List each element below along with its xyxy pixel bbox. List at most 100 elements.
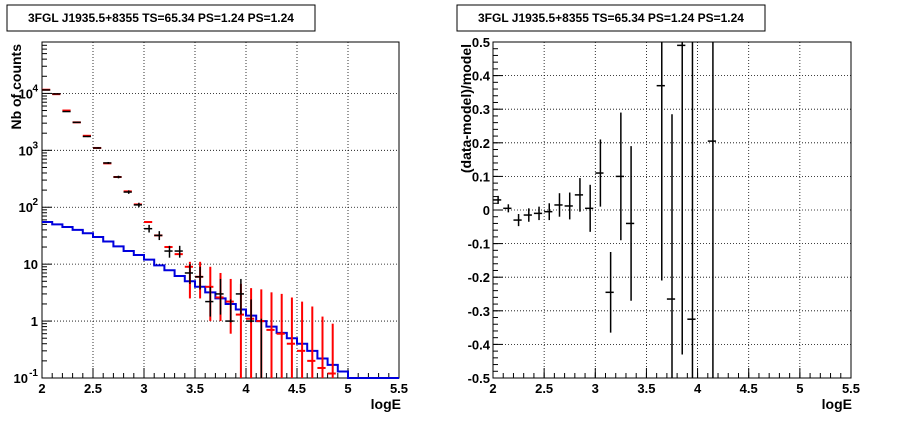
x-tick-label: 4 (694, 381, 702, 396)
residuals-axis-ticks (492, 41, 852, 379)
residual-point (513, 214, 522, 227)
data-count-point (144, 224, 153, 233)
residual-point (656, 42, 665, 281)
y-tick-exponent: 4 (32, 83, 38, 94)
x-tick-label: 5 (344, 381, 351, 396)
data-count-point (82, 135, 91, 138)
x-tick-label: 4.5 (740, 381, 758, 396)
y-tick-label: 0 (483, 203, 490, 218)
residual-point (503, 204, 512, 213)
data-count-point (93, 147, 102, 149)
y-tick-label: 10 (14, 371, 28, 386)
total-model-point (317, 316, 326, 378)
x-tick-label: 4.5 (288, 381, 306, 396)
y-tick-label: -0.3 (468, 304, 490, 319)
data-count-point (184, 264, 193, 284)
counts-grid (42, 42, 399, 378)
residuals-x-axis-label: logE (822, 396, 852, 412)
total-model-point (276, 293, 285, 378)
data-count-point (123, 190, 132, 194)
residual-point (544, 203, 553, 221)
residual-point (595, 139, 604, 207)
data-count-point (62, 110, 71, 113)
total-model-point (327, 323, 336, 378)
x-tick-label: 3 (592, 381, 599, 396)
residual-point (605, 252, 614, 333)
data-count-point (113, 175, 122, 179)
y-tick-label: 10 (19, 200, 33, 215)
counts-x-axis-label: logE (371, 396, 401, 412)
x-tick-label: 3.5 (186, 381, 204, 396)
y-tick-exponent: -1 (29, 368, 38, 379)
data-count-point (72, 121, 81, 124)
residual-point (615, 112, 624, 241)
y-tick-label: -0.1 (468, 237, 490, 252)
residuals-chart: 2 2.5 3 3.5 4 4.5 5 5.5 -0.5 -0.4 -0.3 -0.2 -0.1 0 0.… (456, 4, 860, 412)
data-count-point (164, 245, 173, 258)
data-count-point (215, 278, 224, 315)
y-tick-label: 0.4 (472, 69, 491, 84)
residual-point (677, 42, 686, 355)
y-tick-label: 10 (24, 257, 38, 272)
data-count-point (225, 299, 234, 323)
data-count-point (174, 245, 183, 258)
total-model-point (307, 306, 316, 378)
y-tick-label: 0.5 (472, 35, 490, 50)
residual-point (564, 192, 573, 220)
residual-point (554, 193, 563, 217)
residual-point (523, 208, 532, 222)
data-count-point (246, 299, 255, 323)
y-tick-label: 1 (31, 314, 38, 329)
data-count-point (103, 161, 112, 164)
total-model-point (266, 292, 275, 378)
data-count-point (133, 202, 142, 208)
y-tick-label: 0.3 (472, 102, 490, 117)
data-counts-series (42, 89, 263, 378)
x-tick-label: 2.5 (535, 381, 553, 396)
data-count-point (235, 278, 244, 315)
data-count-point (154, 231, 163, 241)
residual-point (533, 206, 543, 221)
y-tick-label: 10 (19, 86, 33, 101)
residual-point (585, 184, 594, 232)
y-tick-exponent: 2 (32, 197, 38, 208)
residual-point (666, 114, 676, 378)
residuals-y-axis-label: (data-model)/model (458, 44, 474, 173)
y-tick-label: -0.4 (468, 337, 491, 352)
residuals-title: 3FGL J1935.5+8355 TS=65.34 PS=1.24 PS=1.… (478, 11, 744, 25)
x-tick-label: 5 (796, 381, 803, 396)
x-tick-label: 5.5 (842, 381, 860, 396)
x-tick-label: 3 (140, 381, 147, 396)
y-tick-label: 0.1 (472, 169, 490, 184)
residuals-series (493, 42, 717, 378)
counts-axis-ticks (41, 41, 400, 379)
y-tick-label: 10 (19, 143, 33, 158)
counts-y-axis-label: Nb of counts (8, 44, 24, 130)
x-tick-label: 5.5 (390, 381, 408, 396)
y-tick-label: -0.5 (468, 371, 490, 386)
total-model-point (286, 297, 295, 378)
residual-point (707, 42, 717, 378)
residual-point (625, 146, 635, 301)
data-count-point (205, 286, 214, 317)
residual-point (493, 195, 502, 204)
data-count-point (52, 93, 61, 95)
x-tick-label: 2 (38, 381, 45, 396)
residual-point (687, 42, 696, 378)
counts-title-box (6, 4, 316, 32)
x-tick-label: 3.5 (637, 381, 655, 396)
x-tick-label: 2.5 (84, 381, 102, 396)
residuals-y-tick-labels: -0.5 -0.4 -0.3 -0.2 -0.1 0 0.1 0.2 0.3 0.4 0.5 (468, 35, 491, 386)
x-tick-label: 4 (242, 381, 250, 396)
residuals-title-box (456, 4, 766, 32)
residual-point (574, 178, 584, 212)
y-tick-label: -0.2 (468, 270, 490, 285)
x-tick-label: 2 (489, 381, 496, 396)
residuals-grid (493, 42, 851, 378)
y-tick-label: 0.2 (472, 136, 490, 151)
total-model-point (297, 301, 306, 378)
y-tick-exponent: 3 (32, 140, 38, 151)
